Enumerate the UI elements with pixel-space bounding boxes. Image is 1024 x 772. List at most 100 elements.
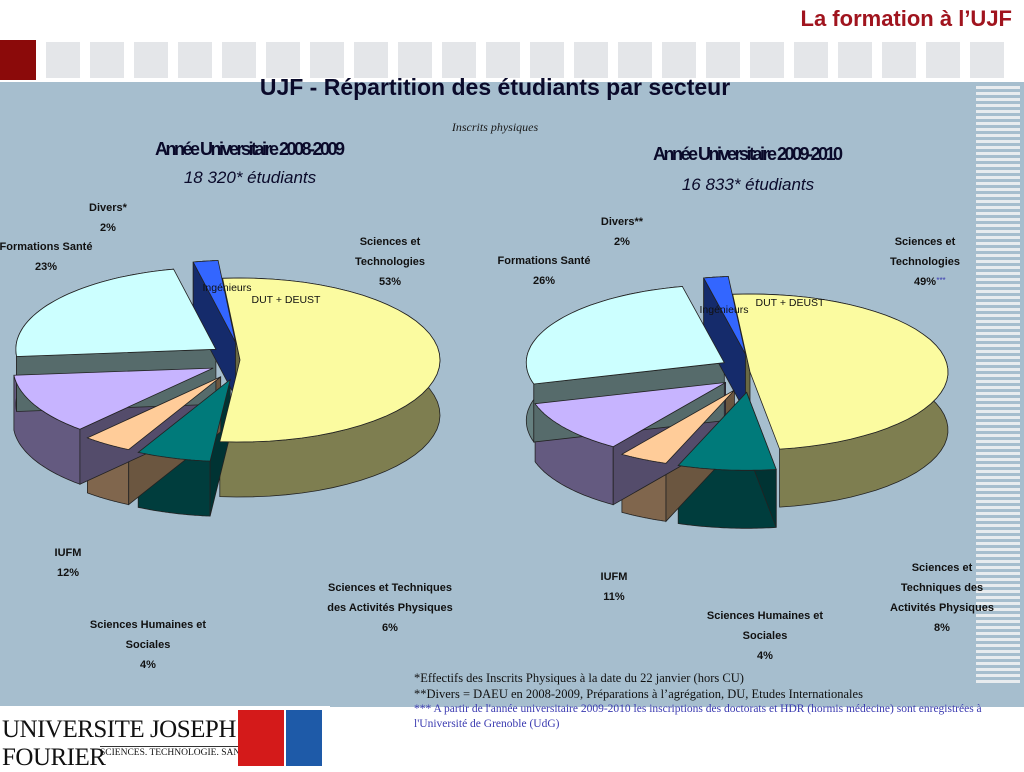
decor-square: [750, 42, 784, 78]
decor-square: [530, 42, 564, 78]
subtitle: Inscrits physiques: [451, 120, 539, 134]
inner-label: Ingénieurs: [202, 282, 251, 294]
slice-label: Sciences et Techniques: [328, 582, 452, 594]
decor-square: [222, 42, 256, 78]
decor-stripe: [976, 518, 1020, 521]
decor-stripe: [976, 566, 1020, 569]
slice-value: 2%: [100, 222, 116, 234]
decor-stripe: [976, 536, 1020, 539]
decor-stripe: [976, 614, 1020, 617]
slice-label: Technologies: [355, 256, 425, 268]
footnote-1: *Effectifs des Inscrits Physiques à la d…: [414, 671, 744, 685]
decor-square: [574, 42, 608, 78]
decor-stripe: [976, 464, 1020, 467]
decor-square: [354, 42, 388, 78]
decor-stripe: [976, 482, 1020, 485]
decor-stripe: [976, 224, 1020, 227]
decor-stripe: [976, 500, 1020, 503]
chart-title: Année Universitaire 2008-2009: [155, 139, 345, 159]
decor-stripe: [976, 506, 1020, 509]
decor-stripe: [976, 140, 1020, 143]
decor-stripe: [976, 548, 1020, 551]
slice-value: 4%: [140, 659, 156, 671]
decor-stripe: [976, 116, 1020, 119]
decor-stripe: [976, 596, 1020, 599]
decor-stripe: [976, 470, 1020, 473]
decor-square: [926, 42, 960, 78]
decor-stripe: [976, 638, 1020, 641]
decor-stripe: [976, 338, 1020, 341]
pie-slice: [703, 276, 746, 355]
decor-stripe: [976, 146, 1020, 149]
decor-stripe: [976, 512, 1020, 515]
decor-stripe: [976, 218, 1020, 221]
chart-subtitle: 16 833* étudiants: [682, 175, 815, 194]
pie-slice: [13, 367, 214, 430]
decor-stripe: [976, 176, 1020, 179]
decor-stripe: [976, 182, 1020, 185]
decor-stripe: [976, 560, 1020, 563]
decor-stripe: [976, 152, 1020, 155]
university-logo: UNIVERSITE JOSEPH FOURIER SCIENCES. TECH…: [0, 706, 330, 771]
inner-label: DUT + DEUST: [756, 297, 826, 309]
decor-stripe: [976, 236, 1020, 239]
inner-label: Ingénieurs: [699, 304, 748, 316]
slice-value: 53%: [379, 276, 401, 288]
decor-stripe: [976, 434, 1020, 437]
decor-stripe: [976, 170, 1020, 173]
slice-label: Divers**: [601, 216, 644, 228]
decor-square: [266, 42, 300, 78]
page-title: La formation à l’UJF: [800, 6, 1012, 31]
slice-label: des Activités Physiques: [327, 602, 453, 614]
decor-stripe: [976, 416, 1020, 419]
decor-square: [486, 42, 520, 78]
decor-stripe: [976, 200, 1020, 203]
slice-value: 2%: [614, 236, 630, 248]
pie-slice: [732, 293, 949, 450]
decor-stripe: [976, 122, 1020, 125]
decor-stripe: [976, 380, 1020, 383]
decor-stripe: [976, 452, 1020, 455]
decor-stripe: [976, 662, 1020, 665]
slice-label: Sciences et: [912, 562, 973, 574]
decor-stripe: [976, 194, 1020, 197]
decor-square: [882, 42, 916, 78]
slice-value-suffix: ***: [936, 276, 945, 285]
pie-slice: [620, 389, 735, 464]
decor-stripe: [976, 374, 1020, 377]
decor-stripe: [976, 134, 1020, 137]
decor-stripe: [976, 668, 1020, 671]
decor-stripe: [976, 422, 1020, 425]
decor-stripe: [976, 680, 1020, 683]
slice-label: Formations Santé: [498, 255, 591, 267]
decor-square: [46, 42, 80, 78]
decor-stripe: [976, 92, 1020, 95]
decor-stripe: [976, 674, 1020, 677]
pie-slice: [137, 378, 231, 462]
pie-slice: [15, 268, 217, 357]
decor-stripe: [976, 350, 1020, 353]
pie-slice: [534, 382, 726, 448]
footnote-2: **Divers = DAEU en 2008-2009, Préparatio…: [414, 687, 863, 701]
slice-label: Sciences Humaines et: [90, 619, 207, 631]
inner-label: DUT + DEUST: [252, 294, 322, 306]
decor-square: [134, 42, 168, 78]
logo-mark-icon: [238, 710, 284, 766]
decor-stripe: [976, 626, 1020, 629]
footnote-3: *** A partir de l'année universitaire 20…: [414, 703, 982, 730]
slice-value: 8%: [934, 622, 950, 634]
decor-stripe: [976, 404, 1020, 407]
slice-label: IUFM: [601, 571, 628, 583]
decor-stripe: [976, 530, 1020, 533]
decor-square: [90, 42, 124, 78]
decor-stripe: [976, 308, 1020, 311]
decor-square: [618, 42, 652, 78]
decor-stripe: [976, 476, 1020, 479]
decor-stripe: [976, 332, 1020, 335]
decor-stripe: [976, 356, 1020, 359]
pie-slice: [86, 376, 221, 451]
slice-value: 11%: [603, 591, 625, 603]
decor-stripe: [976, 110, 1020, 113]
decor-square: [442, 42, 476, 78]
decor-stripe: [976, 494, 1020, 497]
